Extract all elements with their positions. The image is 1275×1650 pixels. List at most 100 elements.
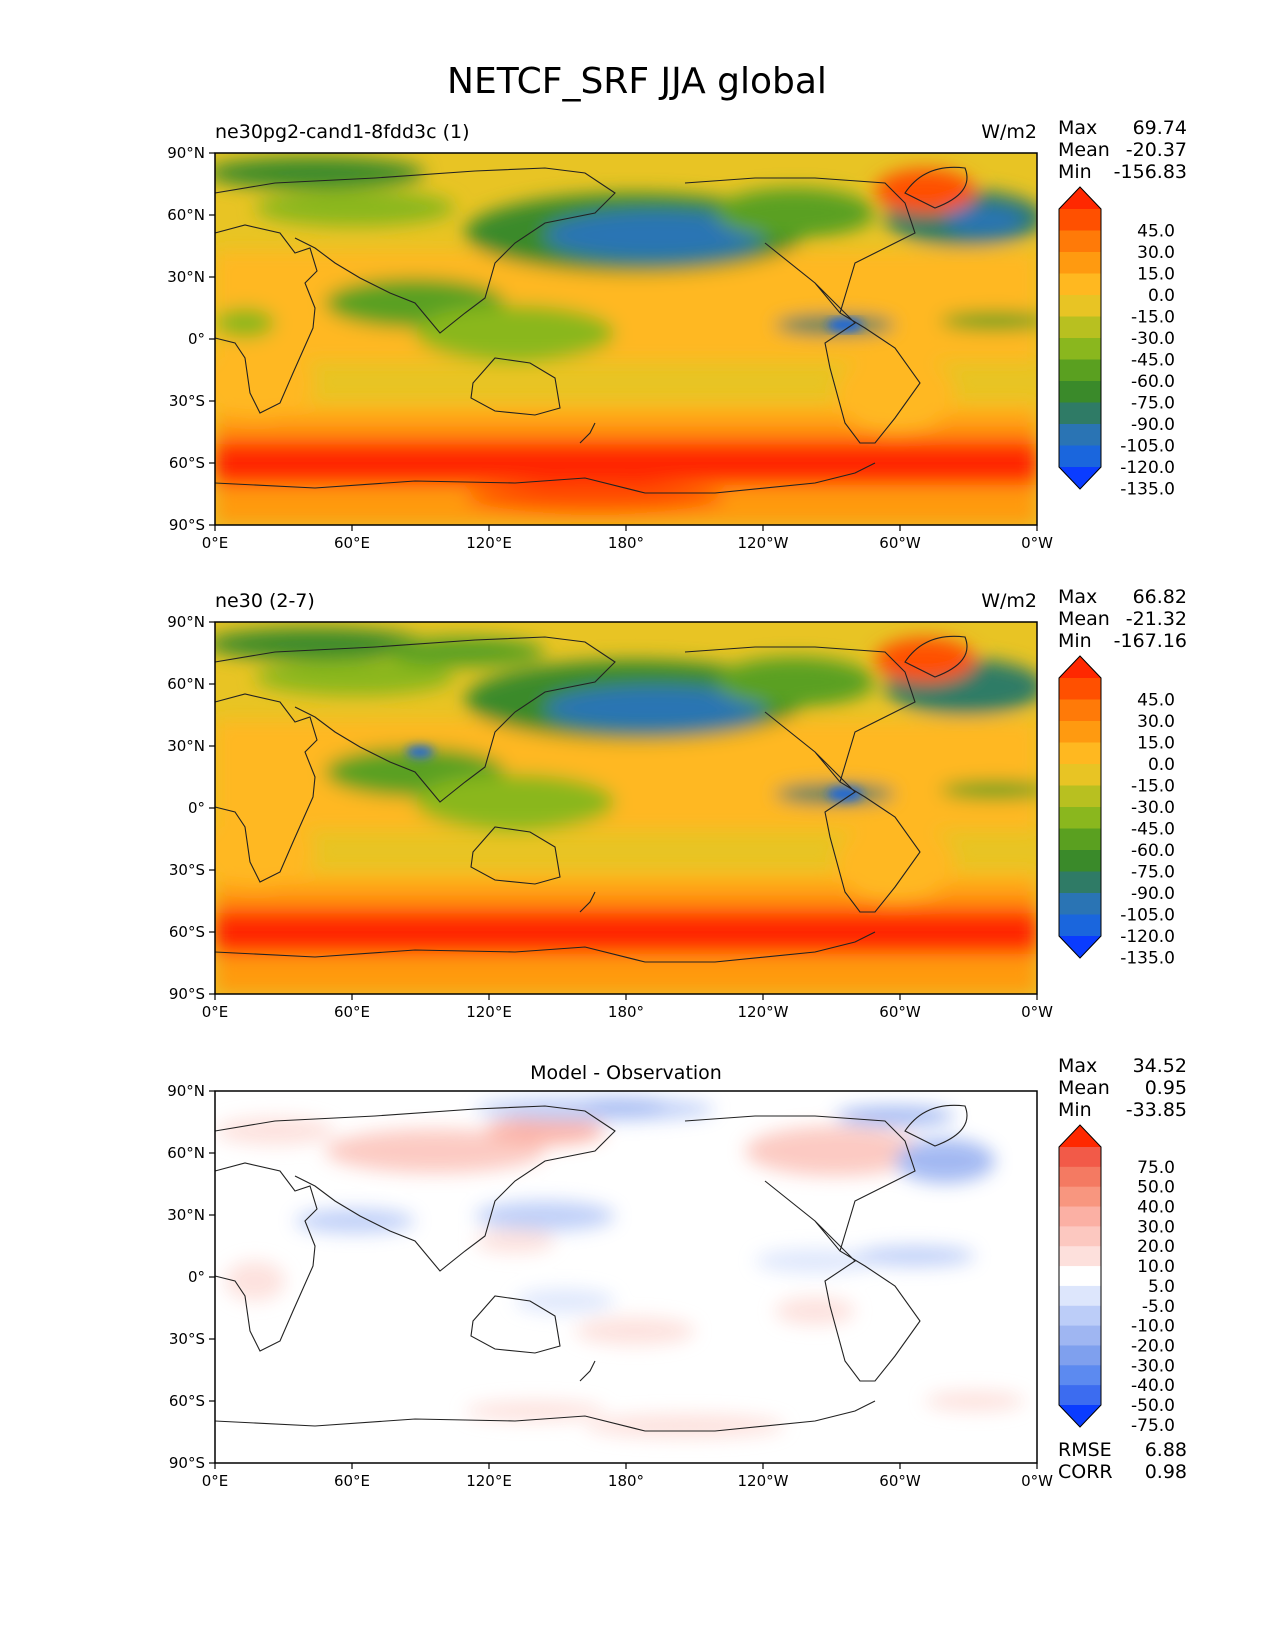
stats-3: Max 34.52 Mean 0.95 Min -33.85 — [1058, 1055, 1187, 1121]
stat-label: Max — [1058, 117, 1097, 139]
colorbar-level-label: 40.0 — [1137, 1198, 1175, 1218]
colorbar-outline — [1058, 186, 1102, 490]
colorbar-level-label: -15.0 — [1131, 308, 1175, 328]
metric-value: 6.88 — [1145, 1439, 1187, 1461]
y-tick-label: 30°S — [169, 861, 205, 879]
x-tick-label: 0°W — [1021, 534, 1053, 552]
metric-label: CORR — [1058, 1461, 1113, 1483]
y-tick-label: 30°S — [169, 1330, 205, 1348]
colorbar-segment — [1059, 273, 1101, 296]
colorbar-segment — [1059, 1385, 1101, 1406]
colorbar-level-label: -75.0 — [1131, 394, 1175, 414]
y-tick-label: 90°S — [169, 985, 205, 1003]
colorbar-level-label: -135.0 — [1120, 949, 1175, 969]
colorbar-segment — [1059, 1325, 1101, 1346]
colorbar-segment — [1059, 850, 1101, 872]
colorbar-extend-bottom — [1059, 936, 1101, 958]
panel-2: ne30 (2-7) W/m2 90°N60°N30°N0°30°S60°S90… — [167, 586, 1187, 1021]
x-tick-label: 60°W — [879, 1003, 921, 1021]
colorbar-level-label: -60.0 — [1131, 372, 1175, 392]
x-tick-label: 180° — [608, 1003, 644, 1021]
colorbar-segment — [1059, 1285, 1101, 1307]
colorbar-level-label: -135.0 — [1120, 480, 1175, 500]
y-tick-label: 30°S — [169, 392, 205, 410]
colorbar-extend-bottom — [1059, 1405, 1101, 1427]
y-axis-1: 90°N 60°N 30°N 0° 30°S 60°S 90°S — [167, 144, 215, 534]
colorbar-level-label: -90.0 — [1131, 884, 1175, 904]
panel-title-2: ne30 (2-7) — [215, 590, 315, 612]
colorbar-segment — [1059, 381, 1101, 403]
colorbar-level-label: -105.0 — [1120, 437, 1175, 457]
colorbar-level-label: -30.0 — [1131, 1356, 1175, 1376]
y-tick-label: 90°S — [169, 1454, 205, 1472]
colorbar-level-label: -5.0 — [1142, 1297, 1175, 1317]
colorbar-level-label: -45.0 — [1131, 820, 1175, 840]
colorbar-segment — [1059, 764, 1101, 786]
colorbar-level-label: -30.0 — [1131, 798, 1175, 818]
colorbar-level-label: -10.0 — [1131, 1317, 1175, 1337]
colorbar-1: 45.030.015.00.0-15.0-30.0-45.0-60.0-75.0… — [1058, 186, 1175, 500]
y-tick-label: 60°N — [167, 206, 205, 224]
stat-value: -156.83 — [1114, 161, 1187, 183]
x-tick-label: 180° — [608, 1472, 644, 1490]
coastlines-3 — [214, 1104, 968, 1432]
colorbar-level-label: 30.0 — [1137, 243, 1175, 263]
map-field-3 — [215, 1091, 1037, 1463]
metric-value: 0.98 — [1145, 1461, 1187, 1483]
panel-title-3: Model - Observation — [530, 1062, 722, 1084]
stat-label: Min — [1058, 161, 1092, 183]
colorbar-level-label: 30.0 — [1137, 1217, 1175, 1237]
y-axis-3: 90°N 60°N 30°N 0° 30°S 60°S 90°S — [167, 1082, 215, 1472]
map-field-2 — [215, 622, 1037, 994]
panel-1: ne30pg2-cand1-8fdd3c (1) W/m2 90°N 60°N 30… — [167, 117, 1187, 552]
colorbar-level-label: -105.0 — [1120, 906, 1175, 926]
x-axis-2: 0°E 60°E 120°E 180° 120°W 60°W 0°W — [202, 994, 1053, 1021]
y-tick-label: 90°S — [169, 516, 205, 534]
colorbar-segment — [1059, 893, 1101, 915]
colorbar-segment — [1059, 1147, 1101, 1168]
stat-label: Min — [1058, 1099, 1092, 1121]
units-label-2: W/m2 — [981, 590, 1037, 612]
stat-value: -21.32 — [1126, 608, 1187, 630]
x-tick-label: 0°W — [1021, 1472, 1053, 1490]
y-tick-label: 30°N — [167, 1206, 205, 1224]
colorbar-level-label: 20.0 — [1137, 1237, 1175, 1257]
y-tick-label: 0° — [188, 330, 205, 348]
metrics-3: RMSE 6.88 CORR 0.98 — [1058, 1439, 1187, 1483]
x-tick-label: 120°E — [466, 534, 512, 552]
stat-label: Mean — [1058, 139, 1110, 161]
stat-label: Max — [1058, 1055, 1097, 1077]
y-tick-label: 60°N — [167, 675, 205, 693]
colorbar-segment — [1059, 359, 1101, 382]
colorbar-level-label: -120.0 — [1120, 927, 1175, 947]
colorbar-segment — [1059, 316, 1101, 339]
x-tick-label: 0°E — [202, 1472, 229, 1490]
colorbar-segment — [1059, 785, 1101, 808]
colorbar-level-label: 0.0 — [1148, 755, 1175, 775]
x-tick-label: 120°W — [738, 1003, 789, 1021]
stat-value: 34.52 — [1133, 1055, 1187, 1077]
metric-label: RMSE — [1058, 1439, 1112, 1461]
stat-label: Mean — [1058, 1077, 1110, 1099]
colorbar-level-label: 30.0 — [1137, 712, 1175, 732]
colorbar-segment — [1059, 742, 1101, 765]
colorbar-segment — [1059, 1365, 1101, 1386]
colorbar-segment — [1059, 1206, 1101, 1227]
colorbar-segment — [1059, 230, 1101, 253]
colorbar-level-label: 15.0 — [1137, 734, 1175, 754]
x-tick-label: 120°E — [466, 1003, 512, 1021]
stat-label: Min — [1058, 630, 1092, 652]
colorbar-segment — [1059, 678, 1101, 700]
x-tick-label: 180° — [608, 534, 644, 552]
colorbar-segment — [1059, 1186, 1101, 1208]
colorbar-segment — [1059, 914, 1101, 937]
colorbar-extend-bottom — [1059, 467, 1101, 489]
colorbar-level-label: -50.0 — [1131, 1396, 1175, 1416]
stat-label: Mean — [1058, 608, 1110, 630]
colorbar-segment — [1059, 445, 1101, 468]
x-tick-label: 0°E — [202, 1003, 229, 1021]
colorbar-segment — [1059, 871, 1101, 894]
y-tick-label: 60°S — [169, 1392, 205, 1410]
y-tick-label: 60°S — [169, 923, 205, 941]
